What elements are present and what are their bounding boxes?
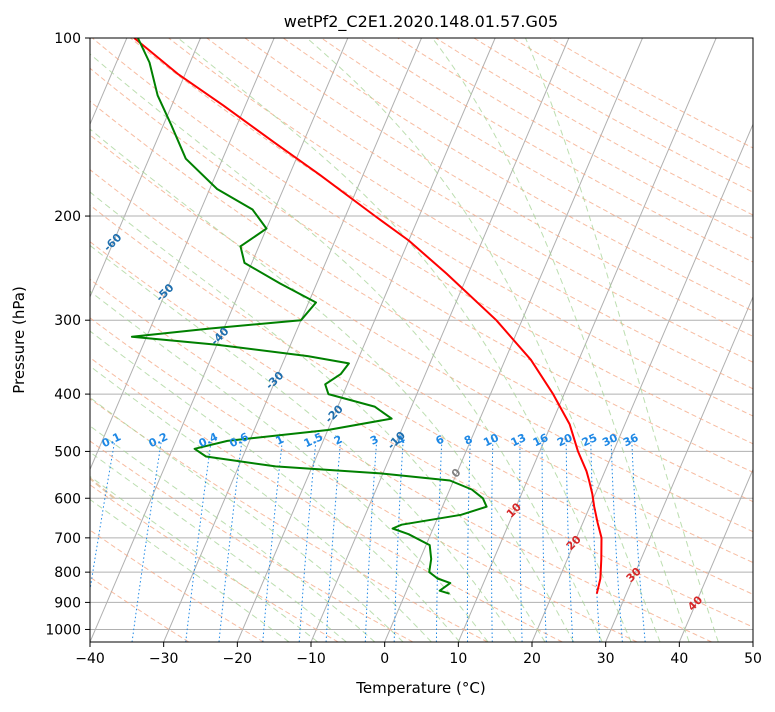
- mixing-ratio-line: [299, 441, 316, 642]
- mixing-ratio-label: 6: [434, 433, 447, 448]
- mixing-ratio-line: [219, 441, 242, 642]
- moist-adiabat: [0, 38, 516, 642]
- x-tick-label: 10: [449, 651, 467, 667]
- chart-title: wetPf2_C2E1.2020.148.01.57.G05: [284, 12, 558, 32]
- isotherm-label: -50: [153, 281, 176, 304]
- y-tick-label: 400: [54, 387, 81, 403]
- x-tick-label: 40: [670, 651, 688, 667]
- x-tick-label: −40: [75, 651, 105, 667]
- y-tick-label: 1000: [45, 622, 81, 638]
- dry-adiabat: [0, 33, 637, 642]
- isotherm-label: 40: [685, 593, 705, 613]
- dry-adiabat: [352, 33, 775, 642]
- mixing-ratio-line: [591, 441, 600, 642]
- mixing-ratio-line: [611, 441, 622, 642]
- y-tick-label: 300: [54, 313, 81, 329]
- dry-adiabat: [276, 33, 775, 642]
- isotherm-gridline: [458, 38, 716, 642]
- x-tick-label: −30: [149, 651, 179, 667]
- isotherm-gridline: [753, 38, 775, 642]
- mixing-ratio-line: [542, 441, 546, 642]
- moist-adiabat: [0, 38, 545, 642]
- isotherm-gridline: [16, 38, 274, 642]
- y-tick-label: 900: [54, 595, 81, 611]
- mixing-ratio-line: [492, 441, 493, 642]
- y-tick-label: 500: [54, 444, 81, 460]
- y-axis-label: Pressure (hPa): [10, 286, 28, 394]
- isotherm-gridline: [532, 38, 775, 642]
- plot-frame: [90, 38, 753, 642]
- isotherm-label: -60: [101, 231, 124, 254]
- moist-adiabat: [0, 38, 375, 642]
- dry-adiabat: [0, 33, 562, 642]
- moist-adiabat: [0, 38, 574, 642]
- isotherm-label: 0: [449, 466, 464, 481]
- y-tick-label: 600: [54, 491, 81, 507]
- dry-adiabat: [0, 33, 413, 642]
- plot-area: [0, 33, 775, 642]
- moist-adiabat: [0, 38, 488, 642]
- y-axis: 100 200 300 400 500 600 700 800 900 1000: [45, 31, 90, 638]
- x-tick-label: 30: [597, 651, 615, 667]
- mixing-ratio-line: [632, 441, 645, 642]
- x-tick-label: 20: [523, 651, 541, 667]
- dry-adiabat: [162, 33, 775, 642]
- moist-adiabat: [0, 38, 289, 642]
- y-tick-label: 800: [54, 565, 81, 581]
- dry-adiabat: [48, 33, 775, 642]
- y-tick-label: 100: [54, 31, 81, 47]
- isotherm-gridline: [606, 38, 775, 642]
- mixing-ratio-line: [82, 441, 115, 642]
- moist-adiabat: [432, 38, 689, 642]
- x-tick-label: −20: [223, 651, 253, 667]
- temperature-profile-line: [134, 38, 601, 594]
- moist-adiabat: [307, 38, 660, 642]
- mixing-ratio-label: 0.6: [227, 430, 250, 450]
- isotherm-label: -10: [385, 429, 408, 452]
- mixing-ratio-line: [132, 441, 161, 642]
- moist-adiabat: [526, 38, 719, 642]
- dry-adiabat: [503, 33, 775, 642]
- mixing-ratio-label: 13: [509, 431, 528, 449]
- x-axis-label: Temperature (°C): [355, 679, 485, 697]
- mixing-ratio-line: [263, 441, 283, 642]
- x-axis: −40 −30 −20 −10 0 10 20 30 40 50: [75, 642, 762, 667]
- dry-adiabat: [541, 33, 775, 642]
- isotherm-label: -20: [323, 402, 346, 425]
- y-tick-label: 700: [54, 531, 81, 547]
- y-tick-label: 200: [54, 209, 81, 225]
- dry-adiabat: [390, 33, 775, 642]
- mixing-ratio-line: [520, 441, 522, 642]
- moist-adiabat: [178, 38, 631, 642]
- mixing-ratio-label: 0.4: [197, 430, 220, 450]
- x-tick-label: 0: [380, 651, 389, 667]
- dry-adiabat: [238, 33, 775, 642]
- mixing-ratio-label: 0.2: [147, 430, 170, 450]
- isotherm-label: -70: [52, 174, 75, 197]
- moist-adiabat: [0, 38, 403, 642]
- isotherm-gridline: [679, 38, 775, 642]
- isotherm-label: 20: [564, 533, 584, 553]
- mixing-ratio-line: [186, 441, 211, 642]
- isotherm-label: -80: [0, 130, 20, 153]
- isotherm-label: -30: [263, 369, 286, 392]
- mixing-ratio-label: 2: [332, 433, 344, 448]
- dry-adiabat: [0, 33, 712, 642]
- x-tick-label: −10: [296, 651, 326, 667]
- isotherm-label: 10: [504, 500, 524, 520]
- x-tick-label: 50: [744, 651, 762, 667]
- isotherm-gridline: [237, 38, 495, 642]
